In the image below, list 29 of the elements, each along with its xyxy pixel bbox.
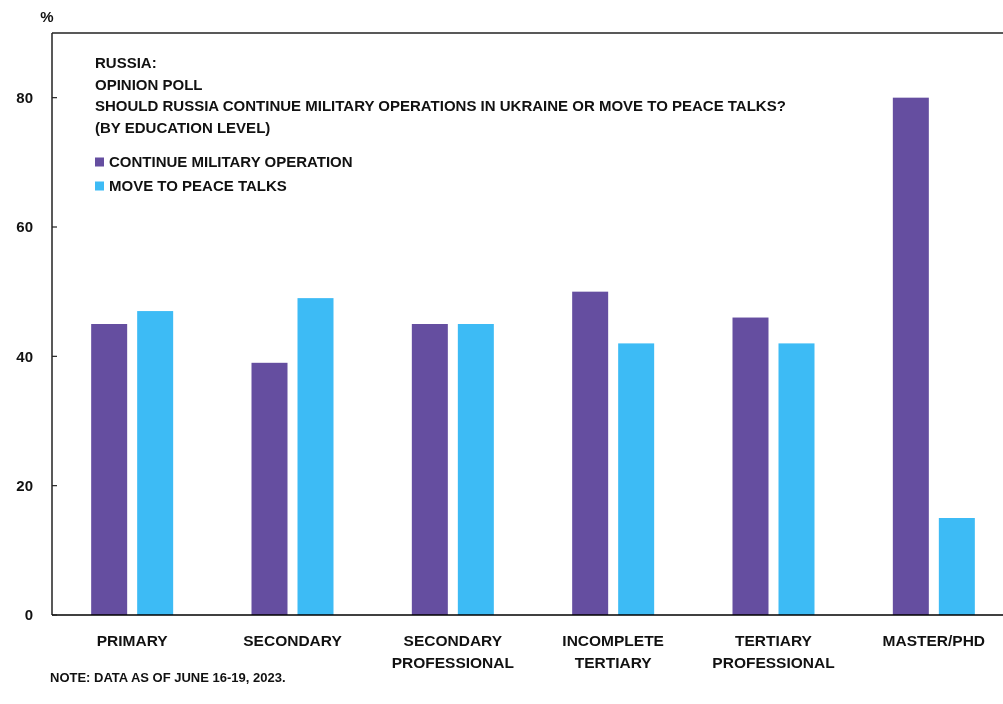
x-tick-label: SECONDARY <box>243 632 343 649</box>
x-tick-label: MASTER/PHD <box>882 632 986 649</box>
bar <box>411 324 448 615</box>
x-tick-label: PRIMARY <box>96 632 169 649</box>
bar <box>137 311 174 615</box>
bar <box>618 343 655 615</box>
bar <box>91 324 128 615</box>
legend-label: MOVE TO PEACE TALKS <box>109 177 287 195</box>
bar <box>938 518 975 615</box>
x-tick-label: INCOMPLETE TERTIARY <box>562 632 664 671</box>
y-axis-title: % <box>40 8 54 25</box>
bar <box>892 97 929 615</box>
y-tick-label: 0 <box>24 606 33 624</box>
bar <box>778 343 815 615</box>
bar <box>251 362 288 615</box>
bar <box>297 298 334 615</box>
bar <box>457 324 494 615</box>
x-tick-label: TERTIARY PROFESSIONAL <box>712 632 835 671</box>
text: NOTE: DATA AS OF JUNE 16-19, 2023. <box>50 670 286 685</box>
bar <box>572 291 609 615</box>
x-tick-label: SECONDARY PROFESSIONAL <box>391 632 514 671</box>
y-tick-label: 20 <box>16 476 33 494</box>
y-tick-label: 80 <box>16 88 33 106</box>
y-tick-label: 60 <box>16 218 33 236</box>
text: SHOULD RUSSIA CONTINUE MILITARY OPERATIONS IN UKRAINE OR MOVE TO PEACE TALKS? (BY EDUCATION LEVEL) <box>95 97 786 137</box>
legend-label: CONTINUE MILITARY OPERATION <box>109 153 353 171</box>
text: RUSSIA: OPINION POLL <box>95 54 203 93</box>
y-tick-label: 40 <box>16 347 33 365</box>
bar <box>732 317 769 615</box>
